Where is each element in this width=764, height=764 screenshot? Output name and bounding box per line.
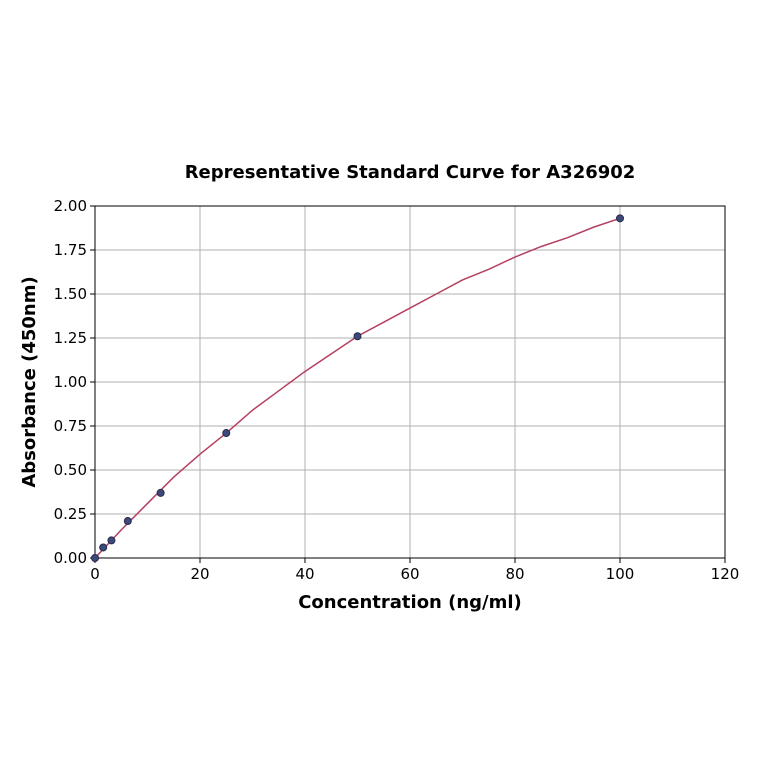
data-point — [353, 332, 362, 341]
y-tick-label: 0.50 — [54, 461, 87, 479]
x-axis-ticks: 0 20 40 60 80 100 120 — [90, 558, 739, 583]
y-axis-ticks: 0.00 0.25 0.50 0.75 1.00 1.25 1.50 1.75 2.00 — [54, 197, 95, 567]
grid — [94, 205, 726, 559]
fit-curve-line — [94, 217, 621, 559]
y-tick-label: 0.75 — [54, 417, 87, 435]
x-tick-label: 40 — [295, 565, 314, 583]
x-tick-label: 100 — [606, 565, 635, 583]
data-points-layer — [91, 214, 624, 562]
y-tick-label: 1.25 — [54, 329, 87, 347]
y-axis-label: Absorbance (450nm) — [19, 276, 40, 487]
data-point — [99, 543, 108, 552]
data-point — [91, 554, 99, 562]
y-tick-label: 1.00 — [54, 373, 87, 391]
y-tick-label: 0.25 — [54, 505, 87, 523]
fit-curve-layer — [94, 217, 621, 559]
x-tick-label: 0 — [90, 565, 100, 583]
y-tick-label: 1.75 — [54, 241, 87, 259]
x-tick-label: 60 — [400, 565, 419, 583]
data-point — [222, 429, 231, 438]
data-point — [107, 536, 116, 545]
x-tick-label: 80 — [505, 565, 524, 583]
x-tick-label: 120 — [711, 565, 740, 583]
data-point — [616, 214, 624, 223]
y-tick-label: 0.00 — [54, 549, 87, 567]
x-tick-label: 20 — [190, 565, 209, 583]
x-axis-label: Concentration (ng/ml) — [298, 592, 522, 613]
y-tick-label: 1.50 — [54, 285, 87, 303]
chart-title: Representative Standard Curve for A32690… — [185, 162, 636, 183]
data-point — [123, 517, 132, 526]
y-tick-label: 2.00 — [54, 197, 87, 215]
data-point — [156, 488, 165, 497]
